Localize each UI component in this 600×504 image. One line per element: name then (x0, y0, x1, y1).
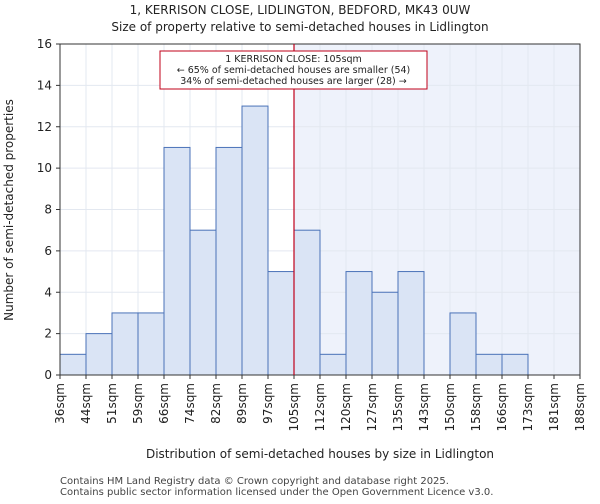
histogram-bar (189, 229, 217, 376)
footer-line2: Contains public sector information licen… (60, 487, 493, 498)
annotation-line-1: 1 KERRISON CLOSE: 105sqm (225, 54, 362, 65)
y-axis-label: Number of semi-detached properties (2, 99, 16, 321)
footer-line1: Contains HM Land Registry data © Crown c… (60, 476, 449, 487)
histogram-bar (319, 353, 347, 376)
x-tick-label: 166sqm (495, 383, 509, 431)
histogram-bar (85, 333, 113, 376)
histogram-bar (267, 271, 295, 376)
histogram-bar (397, 271, 425, 376)
x-tick-label: 143sqm (417, 383, 431, 431)
y-tick-label: 14 (37, 78, 52, 92)
histogram-bar (111, 312, 139, 376)
y-tick-label: 4 (44, 285, 52, 299)
y-tick-label: 12 (37, 120, 52, 134)
x-tick-label: 82sqm (209, 383, 223, 424)
histogram-bar (137, 312, 165, 376)
annotation-box (159, 50, 428, 90)
chart-title-line1: 1, KERRISON CLOSE, LIDLINGTON, BEDFORD, … (130, 3, 471, 17)
x-tick-label: 127sqm (365, 383, 379, 431)
x-tick-label: 66sqm (157, 383, 171, 424)
x-tick-label: 44sqm (79, 383, 93, 424)
x-tick-label: 181sqm (547, 383, 561, 431)
x-tick-label: 59sqm (131, 383, 145, 424)
x-tick-label: 158sqm (469, 383, 483, 431)
x-tick-label: 173sqm (521, 383, 535, 431)
histogram-bar (59, 353, 87, 376)
histogram-bar (501, 353, 529, 376)
y-tick-label: 16 (37, 37, 52, 51)
y-tick-label: 8 (44, 203, 52, 217)
y-tick-label: 0 (44, 368, 52, 382)
histogram-bar (475, 353, 503, 376)
x-tick-label: 74sqm (183, 383, 197, 424)
x-tick-label: 36sqm (53, 383, 67, 424)
y-tick-label: 10 (37, 161, 52, 175)
chart-title-line2: Size of property relative to semi-detach… (111, 20, 488, 34)
histogram-bar (371, 291, 399, 376)
histogram-bar (163, 146, 191, 376)
x-tick-label: 188sqm (573, 383, 587, 431)
x-tick-label: 51sqm (105, 383, 119, 424)
x-tick-label: 135sqm (391, 383, 405, 431)
y-tick-label: 6 (44, 244, 52, 258)
x-tick-label: 105sqm (287, 383, 301, 431)
y-tick-label: 2 (44, 327, 52, 341)
x-axis-label: Distribution of semi-detached houses by … (146, 447, 494, 461)
histogram-bar (241, 105, 269, 376)
x-tick-label: 112sqm (313, 383, 327, 431)
x-tick-label: 120sqm (339, 383, 353, 431)
x-tick-label: 150sqm (443, 383, 457, 431)
x-tick-label: 97sqm (261, 383, 275, 424)
annotation-line-2: ← 65% of semi-detached houses are smalle… (177, 65, 411, 76)
histogram-bar (293, 229, 321, 376)
x-tick-label: 89sqm (235, 383, 249, 424)
histogram-bar (449, 312, 477, 376)
annotation-line-3: 34% of semi-detached houses are larger (… (180, 76, 407, 87)
histogram-bar (345, 271, 373, 376)
histogram-bar (215, 146, 243, 376)
